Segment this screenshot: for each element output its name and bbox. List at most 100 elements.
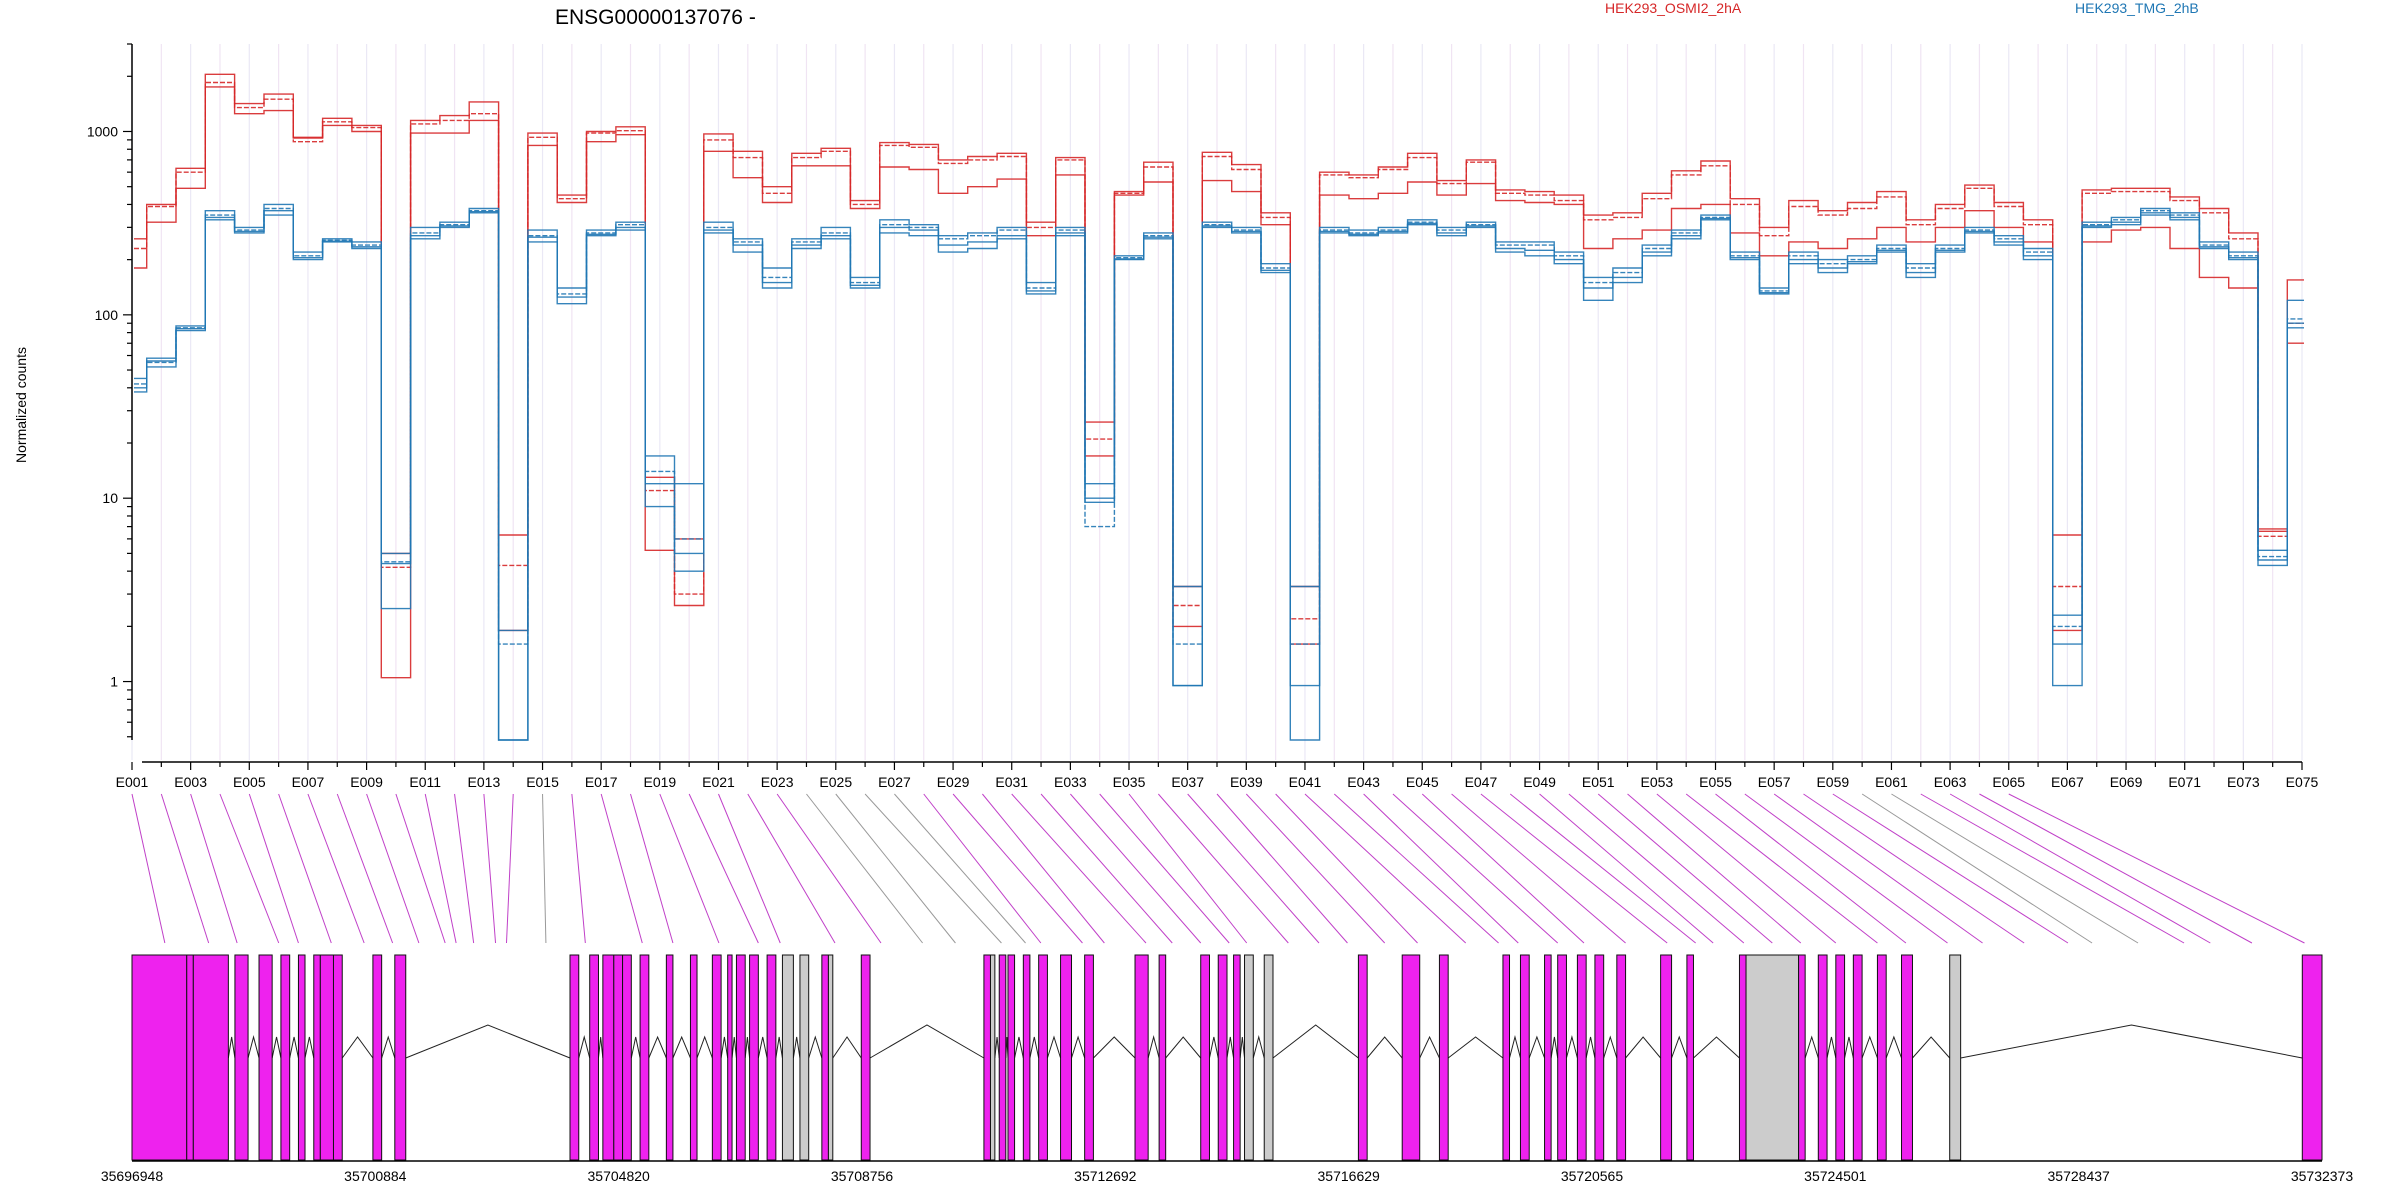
intron-line	[1671, 1035, 1688, 1059]
exon-connector	[336, 793, 394, 944]
intron-line	[578, 1035, 591, 1059]
exon-connector	[1920, 793, 2185, 944]
intron-line	[1239, 1036, 1246, 1059]
exon-block	[1502, 954, 1511, 1161]
exon-connector	[1099, 793, 1230, 944]
exon-block	[1738, 954, 1747, 1161]
exon-connector	[659, 793, 720, 944]
intron-line	[696, 1035, 713, 1059]
exon-tick-label: E037	[1171, 774, 1204, 790]
intron-line	[1565, 1035, 1578, 1059]
exon-block	[1544, 954, 1552, 1161]
genomic-tick-label: 35704820	[588, 1168, 651, 1184]
exon-block	[665, 954, 674, 1161]
exon-connector	[219, 793, 280, 944]
intron-line	[1419, 1035, 1440, 1059]
exon-block	[234, 954, 249, 1161]
exon-connector	[923, 793, 1042, 944]
intron-line	[1509, 1035, 1521, 1059]
gene-model	[131, 954, 2323, 1161]
exon-connector	[1245, 793, 1386, 944]
exon-tick-label: E075	[2286, 774, 2319, 790]
genomic-tick-label: 35724501	[1804, 1168, 1867, 1184]
exon-tick-label: E009	[350, 774, 383, 790]
exon-tick-label: E027	[878, 774, 911, 790]
exon-block	[1134, 954, 1149, 1161]
exon-block	[1798, 954, 1806, 1161]
series-line-osmi2	[134, 81, 2304, 620]
intron-line	[1960, 1024, 2303, 1059]
exon-block	[1616, 954, 1627, 1161]
intron-line	[1029, 1036, 1040, 1059]
exon-block	[1852, 954, 1863, 1161]
intron-line	[1885, 1035, 1902, 1059]
exon-tick-label: E025	[819, 774, 852, 790]
exon-tick-label: E033	[1054, 774, 1087, 790]
genomic-tick-label: 35696948	[101, 1168, 164, 1184]
intron-line	[775, 1036, 783, 1059]
exon-block	[639, 954, 650, 1161]
intron-line	[1912, 1036, 1951, 1059]
exon-tick-label: E003	[174, 774, 207, 790]
exon-block	[1745, 954, 1800, 1161]
intron-line	[247, 1035, 260, 1059]
exon-block	[821, 954, 829, 1161]
intron-line	[1861, 1035, 1878, 1059]
exon-tick-label: E069	[2110, 774, 2143, 790]
exon-block	[2301, 954, 2323, 1161]
exon-block	[313, 954, 321, 1161]
series-line-tmg	[134, 210, 2304, 741]
exon-block	[332, 954, 343, 1161]
exon-connector	[483, 793, 497, 944]
exon-block	[569, 954, 580, 1161]
exon-tick-label: E051	[1582, 774, 1615, 790]
intron-line	[1147, 1035, 1160, 1059]
exon-tick-label: E059	[1816, 774, 1849, 790]
exon-block	[1233, 954, 1241, 1161]
exon-connector	[160, 793, 210, 944]
exon-block	[319, 954, 334, 1161]
exon-block	[781, 954, 794, 1161]
series-lines	[134, 73, 2304, 741]
exon-block	[1519, 954, 1530, 1161]
exon-connector	[395, 793, 446, 944]
exon-connector	[1803, 793, 2025, 944]
exon-block	[799, 954, 810, 1161]
intron-line	[1585, 1036, 1596, 1059]
exon-connector	[1861, 793, 2093, 944]
legend-label-tmg: HEK293_TMG_2hB	[2075, 0, 2199, 16]
exon-tick-label: E071	[2168, 774, 2201, 790]
exon-connector	[1421, 793, 1585, 944]
exon-tick-label: E013	[468, 774, 501, 790]
exon-connector	[1773, 793, 1983, 944]
exon-connector	[835, 793, 956, 944]
exon-block	[1263, 954, 1274, 1161]
exon-connector	[952, 793, 1083, 944]
intron-line	[731, 1036, 737, 1059]
exon-block	[727, 954, 733, 1161]
exon-connector	[1275, 793, 1418, 944]
exon-block	[1357, 954, 1368, 1161]
y-tick-label: 1000	[87, 123, 118, 139]
exon-connector	[630, 793, 674, 944]
exon-block	[1007, 954, 1016, 1161]
series-line-tmg	[134, 207, 2304, 645]
intron-line	[994, 1036, 1000, 1059]
genomic-tick-label: 35712692	[1074, 1168, 1137, 1184]
exon-block	[1038, 954, 1048, 1161]
exon-connector	[571, 793, 586, 944]
exon-connector	[505, 793, 514, 944]
exon-connector	[1304, 793, 1467, 944]
intron-line	[1826, 1036, 1837, 1059]
exon-connector	[2008, 793, 2305, 944]
exon-tick-label: E041	[1289, 774, 1322, 790]
exon-axis: E001 E003 E005 E007 E009 E011 E013 E015 E017 E019…	[116, 761, 2319, 790]
exon-block	[1557, 954, 1567, 1161]
exon-block	[258, 954, 273, 1161]
exon-block	[394, 954, 407, 1161]
legend-label-osmi2: HEK293_OSMI2_2hA	[1605, 0, 1742, 16]
exon-block	[1594, 954, 1605, 1161]
intron-line	[341, 1036, 374, 1059]
exon-block	[1438, 954, 1449, 1161]
series-line-osmi2	[134, 73, 2304, 679]
